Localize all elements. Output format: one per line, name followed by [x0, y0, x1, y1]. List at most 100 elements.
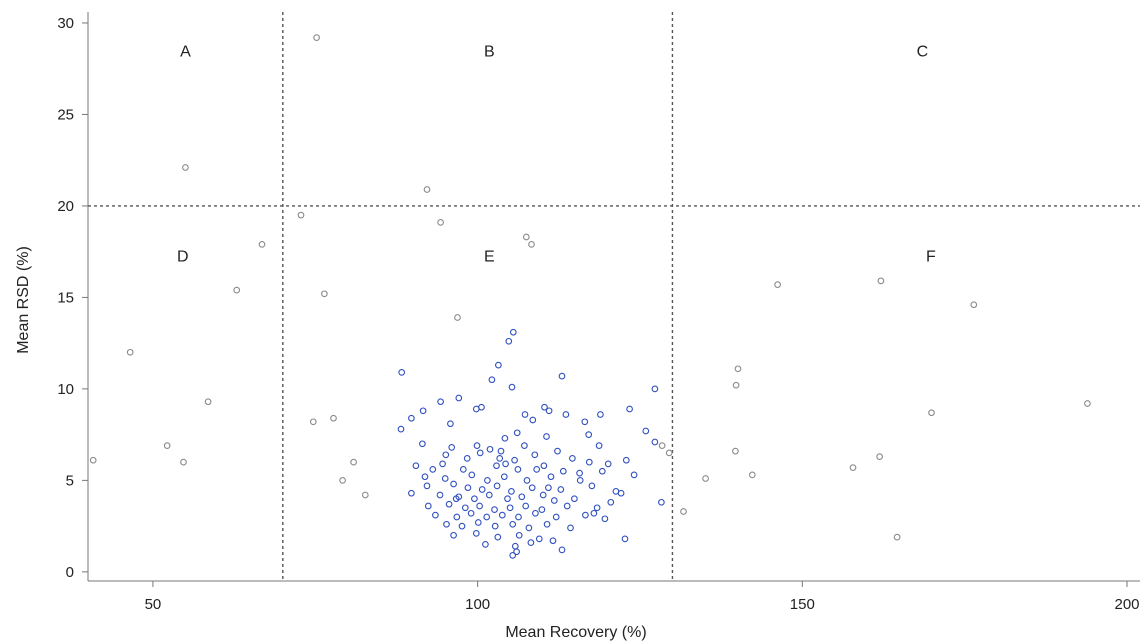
- data-point: [491, 522, 499, 530]
- data-point: [581, 418, 589, 426]
- data-point: [476, 502, 483, 510]
- data-point: [476, 449, 484, 457]
- data-point: [485, 491, 493, 499]
- data-point: [436, 491, 444, 499]
- data-point: [486, 445, 494, 453]
- data-point: [511, 456, 518, 464]
- data-point: [459, 466, 467, 473]
- data-point: [630, 471, 638, 479]
- data-point: [571, 495, 578, 503]
- data-point: [680, 508, 687, 515]
- region-label-a: A: [180, 43, 191, 60]
- data-point: [513, 548, 520, 556]
- data-point: [495, 361, 502, 369]
- data-point: [547, 473, 555, 481]
- data-point: [464, 484, 472, 492]
- data-point: [472, 405, 480, 413]
- y-tick-label: 5: [66, 472, 74, 489]
- data-point: [509, 520, 517, 528]
- data-point: [443, 520, 450, 528]
- data-point: [473, 442, 481, 449]
- data-point: [89, 456, 97, 464]
- data-point: [506, 504, 514, 512]
- data-point: [535, 535, 543, 543]
- data-point: [543, 520, 551, 528]
- data-point: [702, 475, 709, 482]
- data-point: [539, 491, 547, 499]
- y-tick-label: 0: [66, 564, 74, 581]
- data-point: [545, 407, 553, 415]
- data-point: [321, 290, 328, 298]
- data-point: [588, 482, 596, 490]
- data-point: [521, 411, 529, 418]
- data-point: [447, 420, 454, 428]
- data-point: [437, 219, 444, 226]
- data-point: [576, 469, 583, 477]
- data-point: [541, 403, 548, 411]
- data-point: [412, 462, 420, 470]
- data-point: [540, 462, 548, 470]
- data-point: [361, 491, 369, 499]
- y-tick-label: 10: [57, 381, 74, 398]
- data-point: [419, 440, 426, 448]
- data-point: [774, 281, 781, 288]
- data-point: [562, 411, 570, 418]
- region-label-c: C: [917, 43, 929, 60]
- data-point: [658, 498, 665, 506]
- data-point: [297, 211, 305, 219]
- data-point: [461, 504, 469, 512]
- data-point: [598, 467, 606, 475]
- data-point: [525, 524, 533, 532]
- data-point: [522, 233, 530, 241]
- data-point: [339, 477, 346, 484]
- y-tick-label: 30: [57, 15, 74, 32]
- data-point: [532, 509, 539, 517]
- data-point: [445, 500, 453, 508]
- data-point: [522, 502, 530, 510]
- data-point: [582, 511, 589, 519]
- region-label-e: E: [484, 248, 495, 265]
- data-point: [505, 337, 513, 345]
- data-point: [488, 376, 496, 384]
- data-point: [732, 447, 739, 455]
- data-point: [258, 241, 266, 248]
- data-point: [408, 489, 415, 497]
- y-tick-label: 15: [57, 289, 74, 306]
- data-point: [567, 524, 574, 532]
- data-point: [533, 466, 541, 473]
- x-tick-label: 200: [1114, 596, 1139, 613]
- data-point: [233, 286, 241, 294]
- data-point: [453, 513, 461, 521]
- data-point: [545, 484, 552, 492]
- data-point: [508, 383, 516, 391]
- data-point: [448, 444, 456, 451]
- data-point: [597, 411, 604, 418]
- data-point: [423, 482, 431, 490]
- data-point: [500, 473, 508, 481]
- data-point: [590, 509, 598, 517]
- data-point: [607, 498, 615, 506]
- data-point: [452, 495, 460, 503]
- data-point: [313, 34, 320, 41]
- region-label-b: B: [484, 43, 495, 60]
- data-point: [529, 416, 537, 424]
- region-label-d: D: [177, 248, 189, 265]
- data-point: [538, 506, 546, 513]
- data-point: [467, 509, 475, 517]
- y-ticks: 0 5 10 15 20 25 30: [57, 15, 88, 581]
- data-point: [493, 462, 500, 470]
- data-point: [876, 453, 883, 460]
- data-point: [508, 488, 515, 495]
- data-point: [432, 511, 439, 519]
- data-point: [604, 460, 612, 468]
- data-point: [493, 482, 501, 490]
- data-point: [528, 484, 536, 492]
- data-point: [617, 489, 625, 497]
- data-point: [515, 513, 522, 521]
- data-point: [424, 502, 432, 510]
- x-tick-label: 50: [145, 596, 162, 613]
- data-point: [1084, 400, 1091, 407]
- data-point: [450, 480, 457, 488]
- data-point: [126, 348, 134, 356]
- data-point: [491, 506, 498, 513]
